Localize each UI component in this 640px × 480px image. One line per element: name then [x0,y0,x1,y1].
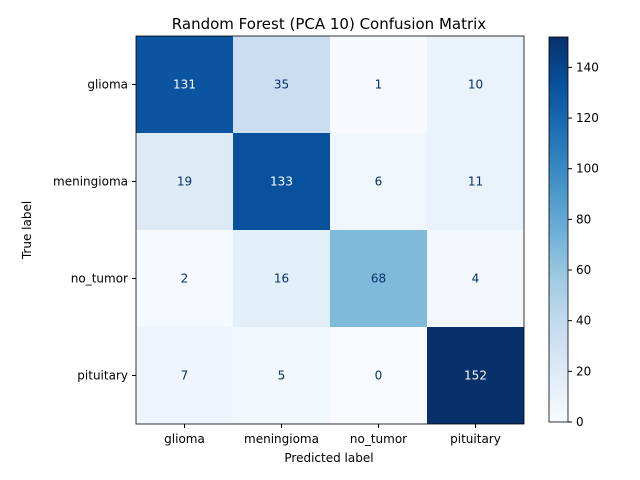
cell-value-label: 6 [375,175,383,189]
heatmap-cell [427,230,524,327]
y-axis-label: True label [20,201,34,260]
cell-value-label: 16 [274,272,289,286]
heatmap-cell [330,327,427,424]
colorbar-tick-label: 100 [576,162,599,176]
cell-value-label: 0 [375,369,383,383]
colorbar-tick-label: 40 [576,314,591,328]
colorbar-tick-label: 120 [576,111,599,125]
heatmap-cell [233,133,330,230]
y-axis-ticks: glioma meningioma no_tumor pituitary [53,78,136,383]
cell-value-label: 7 [181,369,189,383]
x-tick-label: pituitary [450,432,501,446]
colorbar-tick-label: 20 [576,364,591,378]
x-tick-label: meningioma [244,432,319,446]
heatmap-cell [136,327,233,424]
x-axis-label: Predicted label [284,451,373,465]
colorbar-tick-label: 80 [576,212,591,226]
y-tick-label: glioma [87,78,128,92]
cell-value-label: 1 [375,78,383,92]
heatmap-cell [233,36,330,133]
heatmap-cell [330,230,427,327]
cell-value-label: 68 [371,272,386,286]
cell-value-label: 11 [468,175,483,189]
heatmap-cell [136,36,233,133]
y-tick-label: meningioma [53,175,128,189]
cell-value-label: 152 [464,369,487,383]
colorbar-tick-label: 60 [576,263,591,277]
cell-value-label: 35 [274,78,289,92]
cell-value-label: 131 [173,78,196,92]
heatmap-cell [136,230,233,327]
cell-value-label: 4 [472,272,480,286]
y-tick-label: no_tumor [71,272,128,286]
colorbar: 0 20 40 60 80 100 120 140 [548,36,599,429]
colorbar-tick-label: 140 [576,60,599,74]
heatmap-cell [330,36,427,133]
heatmap-cells: 131 35 1 10 19 133 6 11 2 16 68 4 7 5 0 152 [135,35,525,425]
heatmap-frame [135,35,525,425]
heatmap-cell [136,133,233,230]
colorbar-tick-label: 0 [576,415,584,429]
y-tick-label: pituitary [77,369,128,383]
chart-title: Random Forest (PCA 10) Confusion Matrix [172,15,487,33]
cell-value-label: 10 [468,78,483,92]
cell-value-label: 2 [181,272,189,286]
heatmap-cell [427,133,524,230]
x-tick-label: glioma [164,432,205,446]
cell-value-label: 5 [278,369,286,383]
colorbar-gradient [548,36,569,423]
heatmap-cell [233,230,330,327]
heatmap-cell [427,327,524,424]
heatmap-cell [427,36,524,133]
x-tick-label: no_tumor [350,432,407,446]
heatmap-cell [330,133,427,230]
heatmap-cell [233,327,330,424]
cell-value-label: 19 [177,175,192,189]
x-axis-ticks: glioma meningioma no_tumor pituitary [164,424,501,446]
cell-value-label: 133 [270,175,293,189]
